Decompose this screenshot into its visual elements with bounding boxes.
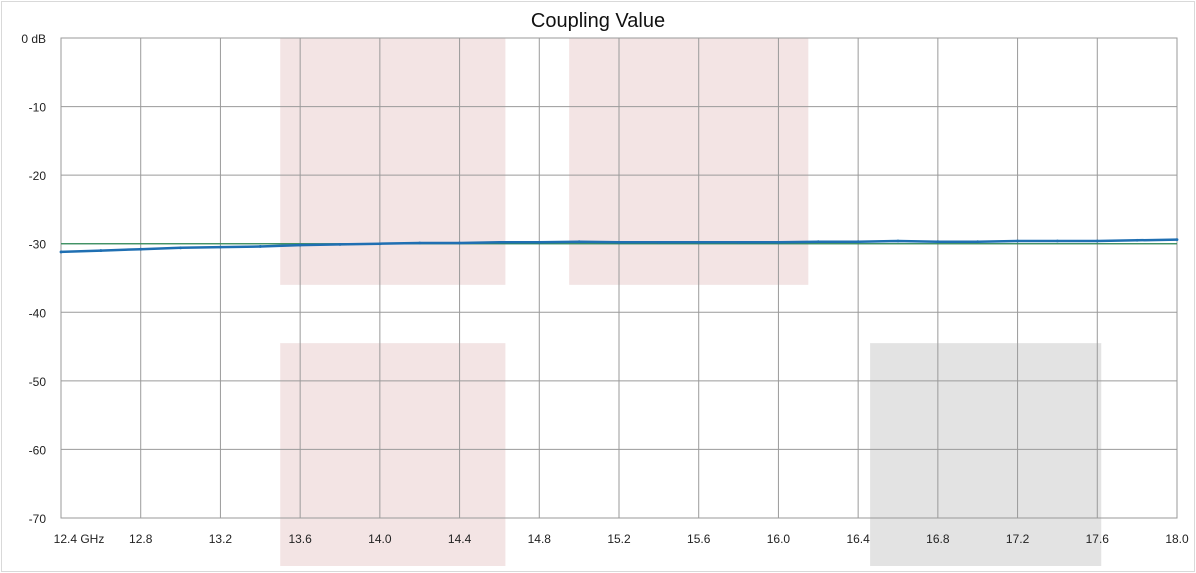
data-point-25 <box>1056 240 1059 243</box>
y-tick-label-6: -60 <box>29 443 47 457</box>
shaded-region-1 <box>280 38 505 285</box>
data-point-27 <box>1136 239 1139 242</box>
data-point-7 <box>339 243 342 246</box>
data-point-19 <box>817 240 820 243</box>
data-point-5 <box>259 245 262 248</box>
data-point-10 <box>458 242 461 245</box>
data-point-16 <box>697 241 700 244</box>
y-tick-label-3: -30 <box>29 238 47 252</box>
data-point-14 <box>618 241 621 244</box>
y-tick-label-5: -50 <box>29 375 47 389</box>
shaded-region-3 <box>280 343 505 566</box>
shaded-region-4 <box>870 343 1101 566</box>
x-tick-label-10: 16.4 <box>846 532 870 546</box>
x-tick-label-11: 16.8 <box>926 532 950 546</box>
x-tick-label-9: 16.0 <box>767 532 791 546</box>
data-point-4 <box>219 246 222 249</box>
data-point-2 <box>139 248 142 251</box>
x-tick-label-14: 18.0 <box>1165 532 1189 546</box>
x-tick-label-12: 17.2 <box>1006 532 1030 546</box>
x-tick-label-6: 14.8 <box>528 532 552 546</box>
x-tick-label-3: 13.6 <box>288 532 312 546</box>
data-point-11 <box>498 241 501 244</box>
data-point-22 <box>936 240 939 243</box>
data-point-20 <box>857 240 860 243</box>
y-tick-label-1: -10 <box>29 101 47 115</box>
data-point-6 <box>299 244 302 247</box>
data-point-8 <box>378 242 381 245</box>
data-point-12 <box>538 241 541 244</box>
x-tick-label-7: 15.2 <box>607 532 631 546</box>
x-tick-label-4: 14.0 <box>368 532 392 546</box>
data-point-13 <box>578 240 581 243</box>
data-point-28 <box>1176 238 1179 241</box>
data-point-18 <box>777 241 780 244</box>
data-point-23 <box>976 240 979 243</box>
y-tick-label-7: -70 <box>29 512 47 526</box>
data-point-17 <box>737 241 740 244</box>
x-tick-label-5: 14.4 <box>448 532 472 546</box>
y-tick-label-2: -20 <box>29 169 47 183</box>
data-point-15 <box>657 241 660 244</box>
data-point-24 <box>1016 240 1019 243</box>
x-tick-label-0: 12.4 GHz <box>54 532 105 546</box>
data-point-3 <box>179 246 182 249</box>
y-tick-label-4: -40 <box>29 306 47 320</box>
data-point-9 <box>418 242 421 245</box>
shaded-region-2 <box>569 38 808 285</box>
data-point-0 <box>60 251 63 254</box>
data-point-21 <box>897 240 900 243</box>
x-tick-label-1: 12.8 <box>129 532 153 546</box>
x-tick-label-13: 17.6 <box>1086 532 1110 546</box>
y-tick-label-0: 0 dB <box>21 32 46 46</box>
x-tick-label-8: 15.6 <box>687 532 711 546</box>
x-tick-label-2: 13.2 <box>209 532 233 546</box>
data-point-1 <box>99 249 102 252</box>
data-point-26 <box>1096 240 1099 243</box>
